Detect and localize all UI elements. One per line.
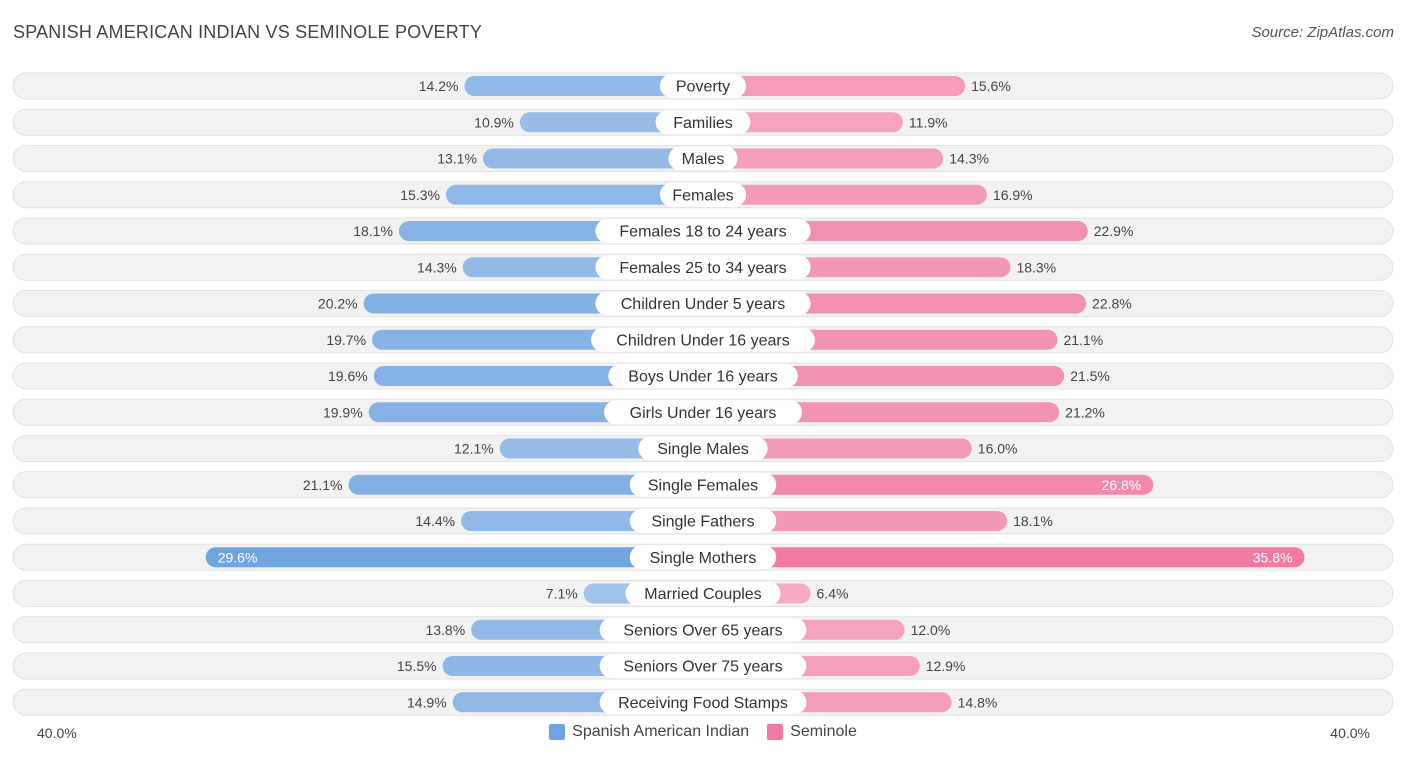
legend-swatch-seminole: [767, 724, 784, 740]
value-right-boys-under-16-years: 21.5%: [1070, 368, 1110, 384]
axis-left-label: 40.0%: [37, 725, 77, 741]
chart-source: Source: ZipAtlas.com: [1251, 24, 1394, 41]
category-label-boys-under-16-years: Boys Under 16 years: [628, 369, 777, 386]
bar-right-females: [703, 184, 987, 205]
category-pill-females-25-to-34-years: [595, 255, 811, 280]
bar-left-single-females: [348, 474, 703, 495]
value-right-married-couples: 6.4%: [817, 586, 849, 602]
bar-right-males: [703, 148, 944, 169]
value-left-single-fathers: 14.4%: [415, 513, 455, 529]
category-pill-seniors-over-75-years: [599, 654, 807, 678]
bar-right-single-females: [703, 474, 1154, 495]
category-label-single-males: Single Males: [657, 441, 749, 458]
category-label-married-couples: Married Couples: [644, 586, 761, 603]
category-label-seniors-over-75-years: Seniors Over 75 years: [623, 659, 782, 676]
category-pill-single-females: [629, 472, 777, 497]
bar-left-females: [445, 184, 703, 205]
value-right-females-18-to-24-years: 22.9%: [1094, 223, 1134, 239]
value-right-poverty: 15.6%: [971, 78, 1011, 94]
legend-swatch-spanish-american-indian: [549, 724, 566, 740]
legend-label-spanish-american-indian: Spanish American Indian: [572, 723, 750, 740]
value-left-boys-under-16-years: 19.6%: [328, 368, 368, 384]
bar-left-single-mothers: [205, 547, 703, 568]
category-pill-families: [655, 110, 751, 135]
value-left-children-under-16-years: 19.7%: [326, 332, 366, 348]
value-right-single-males: 16.0%: [978, 441, 1018, 457]
category-pill-married-couples: [625, 581, 781, 606]
category-pill-seniors-over-65-years: [599, 617, 807, 642]
value-left-females: 15.3%: [400, 187, 440, 203]
bar-left-males: [482, 148, 703, 169]
category-pill-poverty: [659, 74, 747, 98]
category-pill-single-mothers: [629, 545, 777, 570]
category-label-females: Females: [672, 187, 733, 204]
value-left-females-25-to-34-years: 14.3%: [417, 259, 457, 275]
value-right-single-mothers: 35.8%: [1253, 549, 1293, 565]
category-pill-males: [668, 146, 738, 171]
category-label-females-25-to-34-years: Females 25 to 34 years: [619, 260, 786, 277]
value-left-married-couples: 7.1%: [546, 586, 578, 602]
value-left-girls-under-16-years: 19.9%: [323, 404, 363, 420]
value-right-families: 11.9%: [909, 114, 948, 130]
value-left-receiving-food-stamps: 14.9%: [407, 694, 447, 710]
value-left-children-under-5-years: 20.2%: [318, 296, 358, 312]
category-label-families: Families: [673, 115, 733, 132]
value-left-families: 10.9%: [474, 114, 514, 130]
legend-item-seminole[interactable]: Seminole: [767, 723, 857, 741]
value-right-females-25-to-34-years: 18.3%: [1016, 259, 1056, 275]
value-right-single-females: 26.8%: [1102, 477, 1142, 493]
value-left-seniors-over-75-years: 15.5%: [397, 658, 437, 674]
value-right-seniors-over-65-years: 12.0%: [911, 622, 951, 638]
axis-right-label: 40.0%: [1330, 725, 1370, 741]
bar-right-single-fathers: [703, 511, 1008, 531]
value-left-single-females: 21.1%: [303, 477, 343, 493]
value-left-single-males: 12.1%: [454, 441, 494, 457]
category-pill-females: [659, 182, 747, 207]
bar-right-families: [703, 112, 903, 133]
value-right-receiving-food-stamps: 14.8%: [958, 694, 998, 710]
category-label-girls-under-16-years: Girls Under 16 years: [630, 405, 777, 422]
value-right-males: 14.3%: [949, 151, 989, 167]
category-pill-children-under-16-years: [591, 327, 815, 352]
category-pill-single-fathers: [629, 509, 777, 533]
category-pill-females-18-to-24-years: [595, 219, 811, 243]
value-left-poverty: 14.2%: [419, 78, 459, 94]
value-right-children-under-5-years: 22.8%: [1092, 296, 1132, 312]
value-right-single-fathers: 18.1%: [1013, 513, 1053, 529]
value-right-seniors-over-75-years: 12.9%: [926, 658, 966, 674]
legend-label-seminole: Seminole: [790, 723, 857, 740]
category-label-single-fathers: Single Fathers: [651, 514, 754, 531]
bar-right-single-mothers: [703, 547, 1305, 568]
category-label-single-females: Single Females: [648, 477, 758, 494]
category-label-males: Males: [682, 151, 725, 168]
legend-item-spanish-american-indian[interactable]: Spanish American Indian: [549, 723, 749, 741]
bar-left-poverty: [464, 76, 703, 96]
value-right-girls-under-16-years: 21.2%: [1065, 404, 1105, 420]
value-left-males: 13.1%: [437, 151, 477, 167]
bar-right-single-males: [703, 438, 972, 459]
category-label-single-mothers: Single Mothers: [650, 550, 757, 567]
legend: Spanish American Indian Seminole: [0, 723, 1406, 741]
value-right-females: 16.9%: [993, 187, 1033, 203]
bar-right-poverty: [703, 76, 966, 96]
category-pill-girls-under-16-years: [604, 400, 802, 425]
category-pill-single-males: [638, 436, 768, 461]
category-label-seniors-over-65-years: Seniors Over 65 years: [623, 622, 782, 639]
category-label-children-under-5-years: Children Under 5 years: [621, 296, 786, 313]
category-label-females-18-to-24-years: Females 18 to 24 years: [619, 224, 786, 241]
chart-title: SPANISH AMERICAN INDIAN VS SEMINOLE POVE…: [13, 22, 483, 42]
category-pill-children-under-5-years: [595, 291, 811, 316]
category-label-poverty: Poverty: [676, 79, 730, 96]
value-right-children-under-16-years: 21.1%: [1063, 332, 1103, 348]
category-pill-boys-under-16-years: [608, 364, 798, 388]
value-left-single-mothers: 29.6%: [218, 549, 258, 565]
category-pill-receiving-food-stamps: [599, 690, 807, 715]
category-label-children-under-16-years: Children Under 16 years: [616, 332, 789, 349]
category-label-receiving-food-stamps: Receiving Food Stamps: [618, 695, 788, 712]
value-left-females-18-to-24-years: 18.1%: [353, 223, 393, 239]
value-left-seniors-over-65-years: 13.8%: [425, 622, 465, 638]
